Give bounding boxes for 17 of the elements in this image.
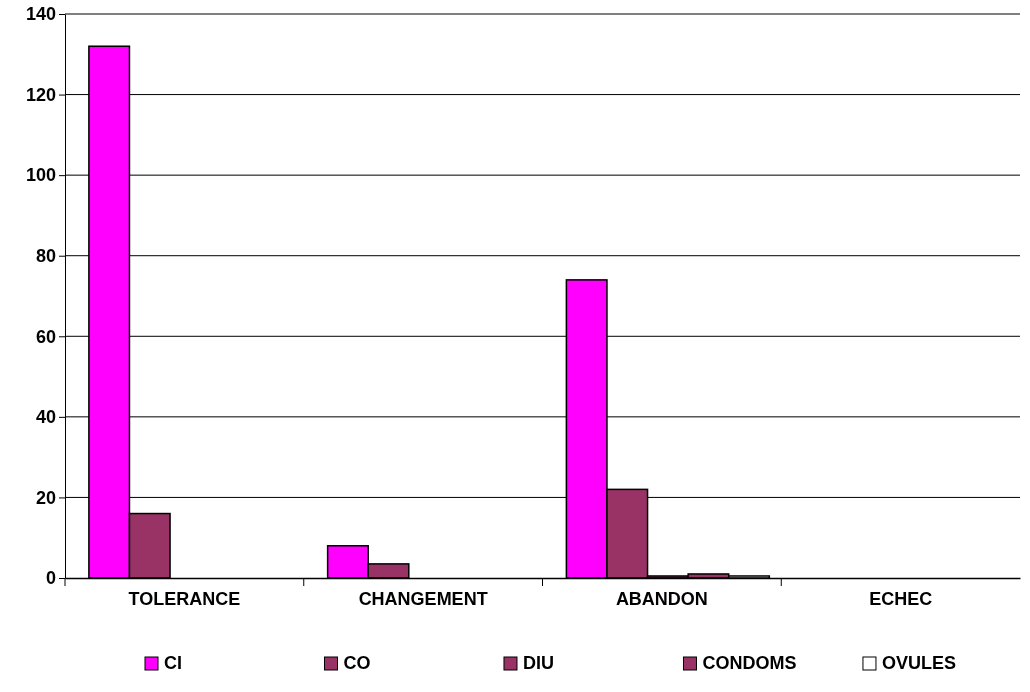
legend-label: DIU [522, 653, 554, 673]
y-tick-label: 100 [25, 165, 56, 186]
legend-label: OVULES [881, 653, 956, 673]
x-tick-label: CHANGEMENT [358, 588, 488, 609]
x-tick-label: ABANDON [615, 588, 708, 609]
y-tick-label: 60 [35, 326, 56, 347]
legend-label: CONDOMS [702, 653, 797, 673]
y-tick-label: 120 [25, 84, 56, 105]
x-tick-label: TOLERANCE [128, 588, 241, 609]
y-tick-label: 20 [35, 487, 56, 508]
y-tick-label: 140 [25, 4, 56, 25]
legend-label: CI [164, 653, 182, 673]
y-tick-label: 0 [45, 568, 56, 589]
legend-label: CO [343, 653, 371, 673]
y-tick-label: 80 [35, 245, 56, 266]
x-tick-label: ECHEC [869, 588, 933, 609]
y-tick-label: 40 [35, 407, 56, 428]
